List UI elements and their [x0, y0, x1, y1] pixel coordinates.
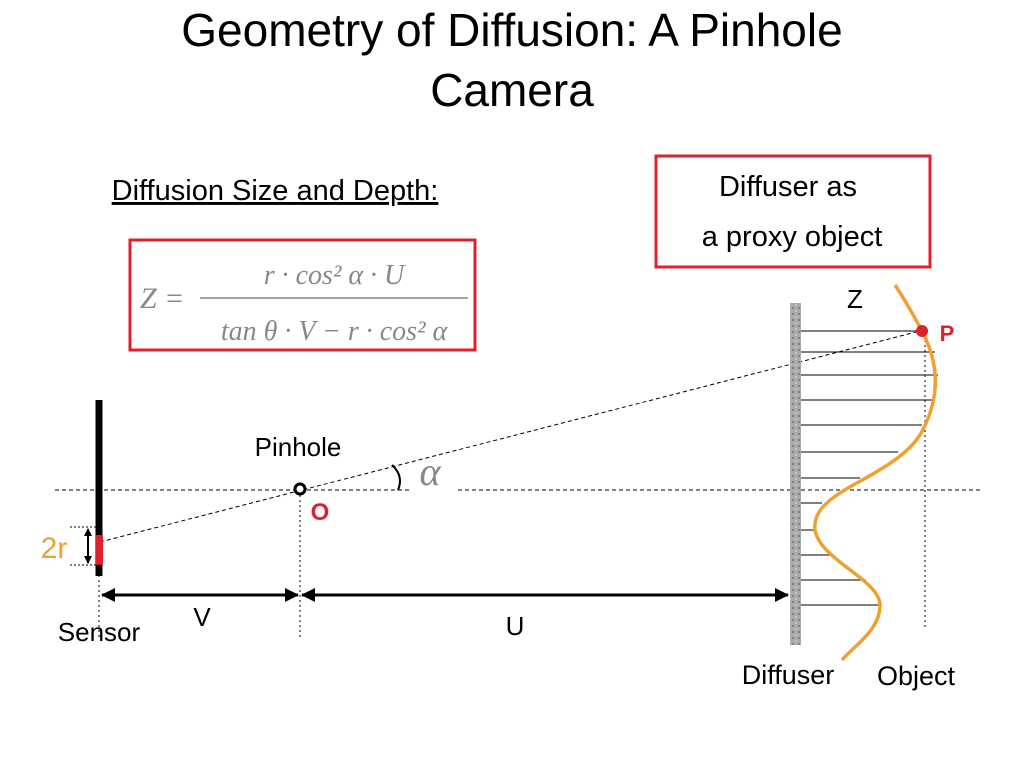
object-label: Object — [877, 661, 956, 691]
sensor-label: Sensor — [58, 617, 141, 647]
depth-lines — [801, 330, 938, 606]
blur-spot — [96, 535, 103, 565]
diffuser — [790, 303, 801, 645]
v-label: V — [193, 602, 211, 632]
point — [916, 325, 928, 337]
subtitle: Diffusion Size and Depth: — [112, 175, 439, 207]
callout-line: Diffuser as — [719, 171, 857, 203]
point-label: P — [940, 321, 955, 346]
depth-label: Z — [847, 284, 863, 314]
title-line: Geometry of Diffusion: A Pinhole — [181, 4, 842, 56]
u-label: U — [506, 611, 525, 641]
size-label: 2r — [41, 532, 68, 565]
formula-box — [128, 238, 477, 352]
angle-arc — [391, 464, 401, 491]
formula-denominator: tan θ · V − r · cos² α — [221, 316, 449, 347]
callout-box — [654, 154, 932, 269]
ray — [99, 330, 921, 543]
callout-line: a proxy object — [702, 221, 883, 253]
angle-label: α — [420, 449, 442, 494]
origin-label: O — [311, 499, 330, 526]
formula-numerator: r · cos² α · U — [264, 260, 406, 291]
title: Geometry of Diffusion: A Pinhole Camera — [181, 4, 842, 116]
diffuser-label: Diffuser — [742, 660, 835, 690]
pinhole-label: Pinhole — [255, 432, 342, 462]
pinhole — [293, 482, 307, 496]
formula-lhs: Z = — [140, 282, 184, 315]
title-line: Camera — [430, 64, 594, 116]
object-surface — [813, 284, 937, 662]
